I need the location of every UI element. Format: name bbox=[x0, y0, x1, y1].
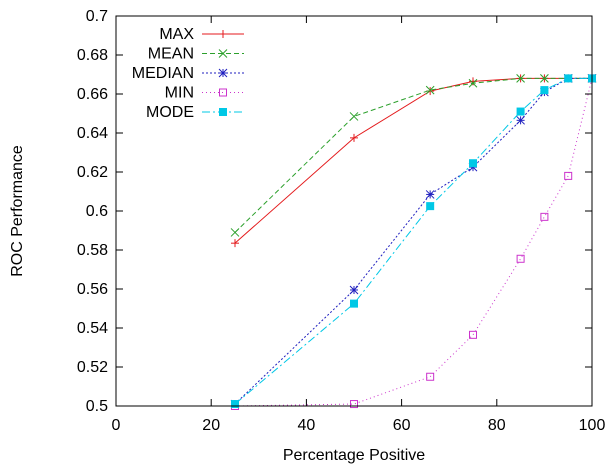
y-tick-label: 0.58 bbox=[77, 242, 108, 259]
series-mode bbox=[231, 74, 596, 409]
x-tick-label: 60 bbox=[393, 417, 411, 434]
y-tick-label: 0.54 bbox=[77, 320, 108, 337]
data-point-mean bbox=[230, 228, 240, 237]
data-point-min bbox=[564, 171, 573, 180]
data-point-min bbox=[469, 330, 477, 339]
x-tick-label: 100 bbox=[579, 417, 606, 434]
data-point-mean bbox=[349, 112, 359, 121]
data-point-mean bbox=[468, 78, 478, 88]
data-point-median bbox=[349, 285, 359, 295]
x-tick-label: 20 bbox=[202, 417, 220, 434]
data-point-mode bbox=[426, 202, 435, 211]
series-line-mode bbox=[234, 77, 592, 405]
legend-label-mode: MODE bbox=[146, 104, 194, 121]
y-tick-label: 0.68 bbox=[77, 47, 108, 64]
legend-label-min: MIN bbox=[165, 85, 194, 102]
ticks: 0 20 40 60 80 100 0.5 0.52 0.54 0.56 0.58 0.6 0.62 0.… bbox=[77, 8, 606, 434]
legend-item-max: MAX bbox=[159, 26, 244, 43]
y-tick-label: 0.64 bbox=[77, 125, 108, 142]
legend-marker-mode bbox=[219, 108, 227, 116]
y-tick-label: 0.6 bbox=[86, 203, 108, 220]
series-mean bbox=[230, 74, 597, 237]
data-point-mode bbox=[350, 299, 358, 308]
legend-marker-mean bbox=[218, 49, 228, 58]
x-axis-label: Percentage Positive bbox=[283, 447, 425, 464]
y-tick-label: 0.7 bbox=[86, 8, 108, 25]
data-point-max bbox=[231, 239, 239, 248]
x-tick-label: 40 bbox=[298, 417, 316, 434]
legend-label-median: MEDIAN bbox=[132, 65, 194, 82]
legend-marker-max bbox=[219, 30, 227, 38]
series-line-max bbox=[234, 77, 592, 244]
data-point-min bbox=[350, 400, 358, 409]
data-point-min bbox=[426, 372, 435, 381]
legend-marker-median bbox=[218, 68, 228, 78]
data-point-median bbox=[516, 115, 525, 125]
data-point-mode bbox=[231, 400, 239, 409]
legend-item-mean: MEAN bbox=[148, 46, 244, 63]
legend-item-median: MEDIAN bbox=[132, 65, 244, 82]
data-point-mode bbox=[564, 74, 573, 83]
data-point-mean bbox=[540, 74, 549, 83]
y-tick-label: 0.56 bbox=[77, 281, 108, 298]
data-point-median bbox=[425, 190, 435, 199]
series-max bbox=[231, 74, 596, 248]
series-line-median bbox=[234, 77, 592, 405]
data-point-mean bbox=[516, 74, 525, 83]
series-layer bbox=[230, 74, 597, 410]
y-tick-label: 0.66 bbox=[77, 86, 108, 103]
series-line-min bbox=[234, 78, 593, 407]
plot-frame bbox=[115, 15, 593, 407]
series-line-mean bbox=[234, 77, 592, 233]
legend-label-max: MAX bbox=[159, 26, 194, 43]
series-min bbox=[231, 74, 596, 410]
data-point-mode bbox=[469, 159, 477, 168]
data-point-mode bbox=[516, 107, 525, 116]
data-point-max bbox=[350, 133, 358, 142]
data-point-max bbox=[469, 77, 477, 86]
x-tick-label: 80 bbox=[488, 417, 506, 434]
legend-marker-min bbox=[219, 88, 227, 97]
legend-item-mode: MODE bbox=[146, 104, 244, 121]
data-point-min bbox=[516, 254, 525, 263]
y-tick-label: 0.5 bbox=[86, 398, 108, 415]
legend: MAX MEAN MEDIAN MIN MODE bbox=[132, 26, 244, 121]
legend-item-min: MIN bbox=[165, 85, 244, 102]
data-point-min bbox=[540, 212, 549, 221]
y-axis-label: ROC Performance bbox=[9, 145, 26, 277]
x-tick-label: 0 bbox=[112, 417, 121, 434]
y-tick-label: 0.52 bbox=[77, 359, 108, 376]
legend-label-mean: MEAN bbox=[148, 46, 194, 63]
series-median bbox=[230, 74, 597, 409]
data-point-mode bbox=[540, 86, 549, 95]
data-point-mean bbox=[425, 85, 435, 95]
y-tick-label: 0.62 bbox=[77, 164, 108, 181]
